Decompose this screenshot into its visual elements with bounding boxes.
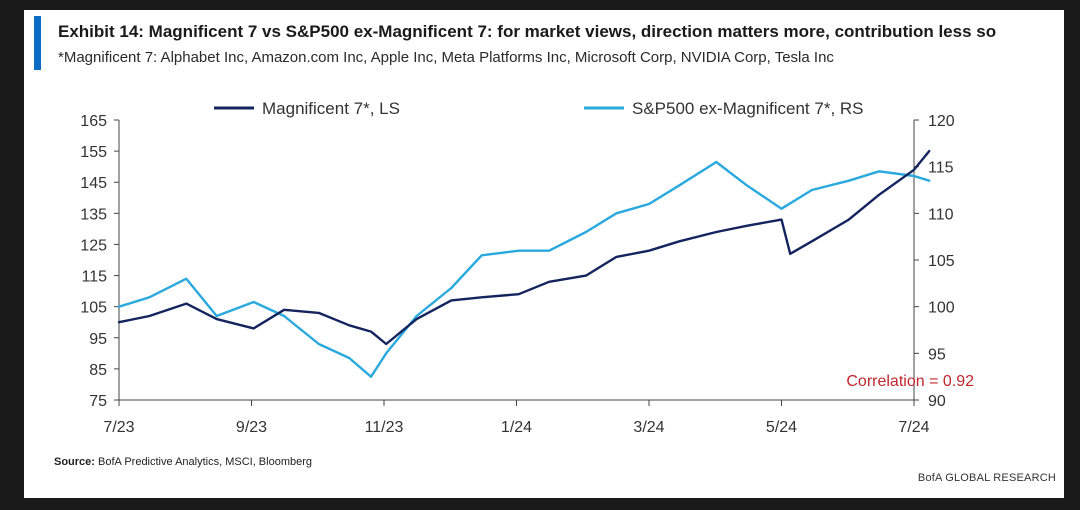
right-tick-label: 115 bbox=[928, 160, 954, 177]
left-tick-label: 85 bbox=[89, 362, 107, 379]
source-text: BofA Predictive Analytics, MSCI, Bloombe… bbox=[94, 456, 313, 468]
chart-card: Exhibit 14: Magnificent 7 vs S&P500 ex-M… bbox=[24, 10, 1064, 498]
legend: Magnificent 7*, LS S&P500 ex-Magnificent … bbox=[214, 99, 864, 118]
accent-bar bbox=[34, 16, 41, 70]
left-tick-label: 75 bbox=[89, 393, 107, 410]
right-tick-label: 120 bbox=[928, 113, 955, 130]
series-line-spx-ex-mag7 bbox=[117, 160, 931, 378]
left-tick-label: 95 bbox=[89, 331, 107, 348]
series-group bbox=[117, 149, 931, 378]
x-tick-label: 9/23 bbox=[236, 419, 267, 436]
left-tick-label: 105 bbox=[80, 300, 107, 317]
source-note: Source: BofA Predictive Analytics, MSCI,… bbox=[54, 456, 312, 468]
right-tick-label: 95 bbox=[928, 346, 946, 363]
correlation-annotation: Correlation = 0.92 bbox=[846, 373, 974, 390]
left-tick-label: 155 bbox=[80, 144, 107, 161]
chart-subtitle: *Magnificent 7: Alphabet Inc, Amazon.com… bbox=[58, 49, 834, 66]
x-tick-label: 7/23 bbox=[103, 419, 134, 436]
right-tick-label: 110 bbox=[928, 206, 954, 223]
line-chart: Magnificent 7*, LS S&P500 ex-Magnificent … bbox=[80, 99, 974, 436]
x-tick-label: 5/24 bbox=[766, 419, 797, 436]
left-tick-label: 125 bbox=[80, 237, 107, 254]
right-tick-label: 105 bbox=[928, 253, 955, 270]
source-label: Source: bbox=[54, 456, 95, 468]
left-tick-label: 135 bbox=[80, 206, 107, 223]
x-tick-label: 3/24 bbox=[633, 419, 664, 436]
left-tick-label: 115 bbox=[81, 269, 107, 286]
left-tick-label: 145 bbox=[80, 175, 107, 192]
brand-label: BofA GLOBAL RESEARCH bbox=[917, 472, 1056, 484]
left-tick-label: 165 bbox=[80, 113, 107, 130]
chart-title: Exhibit 14: Magnificent 7 vs S&P500 ex-M… bbox=[58, 22, 997, 41]
right-tick-label: 90 bbox=[928, 393, 946, 410]
x-tick-label: 1/24 bbox=[501, 419, 532, 436]
x-tick-label: 11/23 bbox=[365, 419, 404, 436]
legend-label: S&P500 ex-Magnificent 7*, RS bbox=[632, 99, 864, 118]
axes: 75 85 95 105 115 125 135 145 155 165 90 95 100 105 110… bbox=[80, 113, 955, 436]
series-line-magnificent-7 bbox=[117, 149, 931, 346]
x-tick-label: 7/24 bbox=[898, 419, 929, 436]
legend-label: Magnificent 7*, LS bbox=[262, 99, 400, 118]
right-tick-label: 100 bbox=[928, 300, 955, 317]
